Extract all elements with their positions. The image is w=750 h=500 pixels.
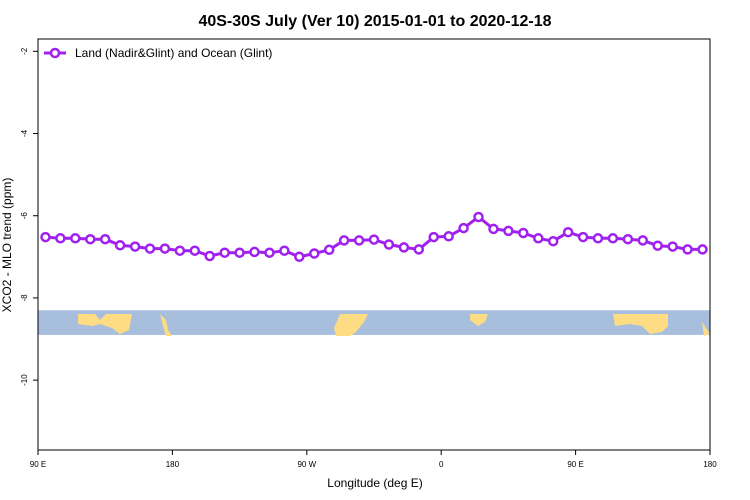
- land-south-america: [334, 314, 368, 336]
- data-point: [682, 244, 693, 255]
- legend: Land (Nadir&Glint) and Ocean (Glint): [44, 46, 272, 60]
- data-point: [234, 247, 245, 258]
- data-point: [219, 247, 230, 258]
- data-point: [70, 233, 81, 244]
- land-australia-2: [613, 314, 668, 334]
- y-tick-label: -8: [20, 294, 29, 302]
- data-point: [533, 233, 544, 244]
- data-point: [114, 240, 126, 251]
- data-point: [503, 225, 514, 237]
- y-tick-label: -10: [20, 374, 29, 386]
- legend-marker-swatch: [49, 47, 61, 59]
- data-point: [458, 222, 469, 234]
- data-point: [518, 227, 529, 239]
- plot-frame: [37, 38, 711, 451]
- data-point: [249, 246, 260, 258]
- series-line: [40, 211, 708, 263]
- land-new-zealand-2: [702, 322, 710, 336]
- y-axis-label: XCO2 - MLO trend (ppm): [0, 178, 14, 313]
- data-point: [40, 231, 51, 243]
- data-point: [652, 240, 663, 251]
- map-strip: [38, 310, 710, 336]
- x-tick-label: 0: [439, 460, 444, 469]
- data-point: [279, 245, 290, 256]
- data-point: [428, 231, 439, 243]
- land-new-zealand-1: [160, 314, 172, 336]
- data-point: [398, 242, 410, 253]
- data-point: [577, 231, 589, 243]
- land-australia-1: [78, 314, 132, 334]
- data-point: [637, 235, 649, 246]
- data-point: [473, 211, 484, 223]
- land-africa: [470, 314, 488, 326]
- legend-label: Land (Nadir&Glint) and Ocean (Glint): [75, 46, 272, 60]
- data-point: [174, 245, 186, 256]
- x-tick-label: 90 E: [567, 460, 583, 469]
- data-point: [622, 233, 634, 245]
- data-point: [413, 244, 425, 255]
- y-tick-label: -4: [20, 129, 29, 137]
- data-point: [85, 233, 96, 245]
- data-point: [323, 244, 335, 256]
- x-tick-label: 180: [703, 460, 717, 469]
- data-point: [129, 241, 141, 252]
- data-point: [353, 235, 365, 246]
- data-point: [99, 233, 111, 245]
- data-point: [264, 247, 275, 258]
- data-point: [189, 245, 201, 256]
- data-point: [547, 235, 559, 247]
- y-axis: -2 -4 -6 -8 -10: [20, 47, 38, 386]
- ocean-strip: [38, 310, 710, 335]
- chart-title: 40S-30S July (Ver 10) 2015-01-01 to 2020…: [198, 13, 551, 30]
- data-point: [592, 233, 604, 244]
- data-point: [697, 244, 708, 255]
- x-axis: 90 E 180 90 W 0 90 E 180: [30, 450, 717, 469]
- x-axis-label: Longitude (deg E): [327, 476, 422, 490]
- data-point: [144, 243, 156, 254]
- data-point: [383, 239, 395, 250]
- data-point: [562, 226, 574, 238]
- land-shapes: [78, 314, 710, 336]
- data-point: [443, 231, 454, 242]
- data-point: [488, 223, 499, 235]
- data-point: [607, 233, 619, 244]
- data-point: [204, 250, 215, 262]
- data-point: [667, 241, 678, 252]
- data-point: [159, 243, 171, 254]
- data-point: [55, 233, 66, 244]
- data-point: [309, 248, 320, 259]
- y-tick-label: -2: [20, 47, 29, 55]
- y-tick-label: -6: [20, 212, 29, 220]
- x-tick-label: 90 E: [30, 460, 46, 469]
- x-tick-label: 180: [166, 460, 180, 469]
- x-tick-label: 90 W: [297, 460, 316, 469]
- data-point: [338, 235, 350, 246]
- data-point: [368, 234, 380, 245]
- data-point: [294, 251, 305, 263]
